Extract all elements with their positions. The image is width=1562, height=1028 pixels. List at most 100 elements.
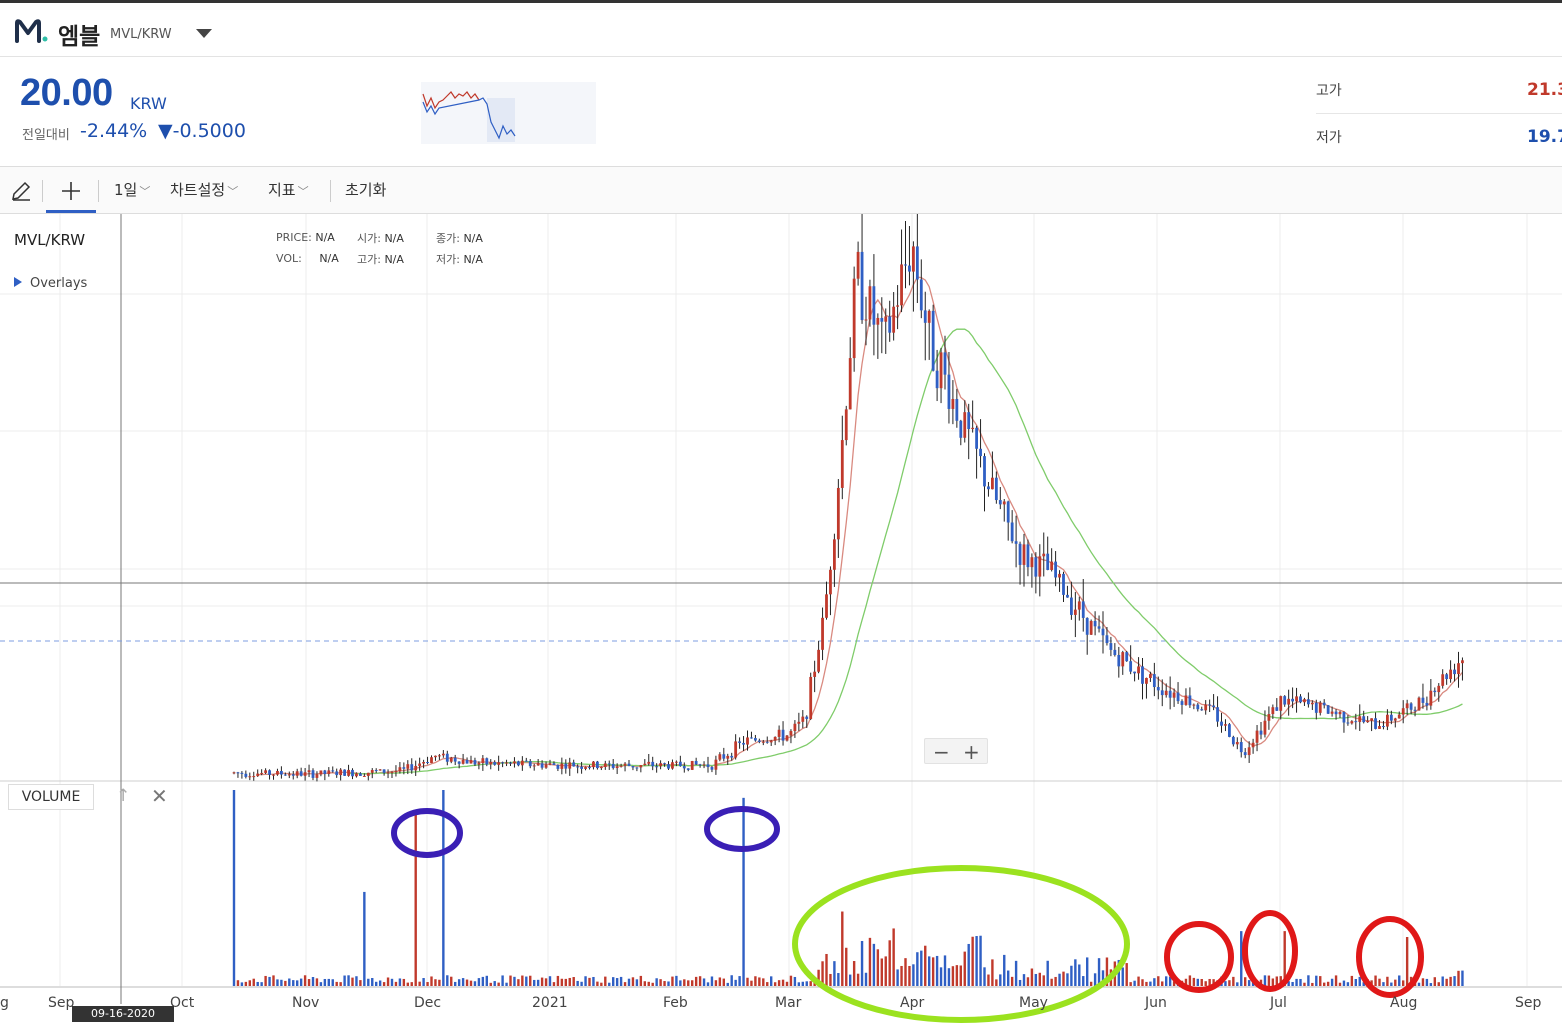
volume-bar: [643, 981, 646, 986]
volume-bar: [477, 978, 481, 986]
volume-bar: [1244, 977, 1247, 986]
volume-bar: [698, 976, 702, 986]
candle-body: [1346, 722, 1350, 724]
candle-body: [422, 762, 425, 764]
candle-body: [572, 762, 576, 767]
candle-body: [801, 716, 805, 722]
toolbar-divider: [330, 180, 331, 202]
candle-body: [813, 671, 817, 677]
indicators-dropdown[interactable]: 지표 ﹀: [268, 179, 309, 200]
candle-body: [434, 755, 437, 758]
x-axis-tick-label: May: [1019, 995, 1048, 1011]
volume-bar: [1303, 982, 1306, 986]
candle-body: [1231, 736, 1235, 745]
interval-dropdown[interactable]: 1일 ﹀: [114, 179, 150, 200]
candle-body: [473, 760, 477, 765]
volume-bar: [1275, 976, 1278, 986]
reset-button[interactable]: 초기화: [345, 181, 387, 199]
volume-bar: [943, 955, 947, 986]
crosshair-icon[interactable]: [60, 180, 82, 202]
candle-body: [1062, 573, 1065, 595]
pencil-icon[interactable]: [10, 180, 32, 202]
candle-body: [603, 763, 607, 767]
volume-bar: [1323, 982, 1326, 986]
candle-body: [532, 765, 536, 767]
coin-dropdown-caret-icon[interactable]: [196, 29, 212, 38]
move-up-arrow-icon[interactable]: ↑: [116, 786, 131, 806]
volume-bar: [513, 976, 516, 986]
candle-body: [761, 741, 765, 743]
candle-body: [1212, 705, 1215, 708]
candle-body: [536, 763, 540, 766]
price-chart[interactable]: [0, 214, 1562, 1028]
candle-body: [994, 477, 998, 501]
x-axis-tick-label: Sep: [1515, 995, 1542, 1011]
volume-bar: [1022, 974, 1026, 986]
chevron-down-icon: ﹀: [139, 185, 151, 198]
volume-bar: [991, 959, 994, 986]
candle-body: [860, 251, 864, 321]
candle-body: [497, 762, 501, 765]
volume-bar: [821, 961, 824, 986]
low-label: 저가: [1316, 130, 1342, 146]
mini-price-chart: [421, 82, 596, 144]
zoom-out-button[interactable]: −: [933, 740, 950, 764]
candle-body: [643, 763, 647, 766]
candle-body: [1022, 544, 1026, 565]
volume-bar: [754, 976, 757, 986]
candle-body: [1362, 716, 1366, 723]
candle-body: [584, 767, 587, 769]
volume-bar: [619, 976, 623, 986]
candle-body: [1101, 628, 1105, 636]
volume-bar: [422, 978, 425, 986]
volume-bar: [1086, 957, 1089, 986]
volume-bar: [272, 975, 275, 986]
candle-body: [915, 246, 919, 280]
chart-settings-dropdown[interactable]: 차트설정 ﹀: [170, 179, 238, 200]
candle-body: [1149, 674, 1152, 678]
close-icon[interactable]: ✕: [151, 784, 168, 808]
volume-bar: [1386, 976, 1389, 986]
candle-body: [627, 763, 631, 766]
candle-body: [1370, 718, 1373, 721]
volume-bar: [489, 982, 492, 986]
volume-bar: [742, 797, 745, 986]
volume-bar: [240, 982, 244, 986]
overlays-toggle[interactable]: Overlays: [14, 276, 87, 291]
volume-bar: [829, 973, 832, 986]
volume-bar: [655, 978, 658, 986]
info-high-label: 고가:: [357, 253, 381, 266]
toolbar-divider: [42, 180, 43, 202]
volume-bar: [1425, 978, 1429, 986]
zoom-in-button[interactable]: +: [963, 740, 980, 764]
candle-body: [1006, 501, 1010, 523]
candle-body: [1097, 626, 1101, 629]
info-open-value: N/A: [384, 232, 404, 245]
volume-bar: [386, 977, 390, 986]
volume-bar: [517, 979, 520, 986]
candle-body: [568, 762, 572, 769]
volume-bar: [975, 936, 978, 986]
candle-body: [927, 310, 931, 323]
candle-body: [232, 772, 236, 774]
volume-bar: [414, 809, 417, 986]
candle-body: [370, 770, 374, 773]
volume-bar: [797, 982, 801, 986]
volume-bar: [809, 981, 812, 986]
candle-body: [619, 765, 623, 767]
volume-bar: [1398, 975, 1401, 986]
volume-bar: [1074, 959, 1077, 986]
volume-bar: [762, 978, 765, 986]
volume-bar: [1204, 981, 1207, 986]
candle-body: [833, 539, 836, 570]
candle-body: [489, 762, 493, 765]
candle-body: [1382, 726, 1385, 728]
crosshair-date-badge: 09-16-2020: [72, 1006, 174, 1022]
candle-body: [236, 772, 240, 774]
volume-bar: [833, 961, 836, 986]
candle-body: [714, 759, 718, 770]
volume-bar: [1362, 982, 1365, 986]
volume-bar: [1165, 976, 1168, 986]
candle-body: [252, 776, 256, 778]
volume-bar: [319, 982, 323, 986]
